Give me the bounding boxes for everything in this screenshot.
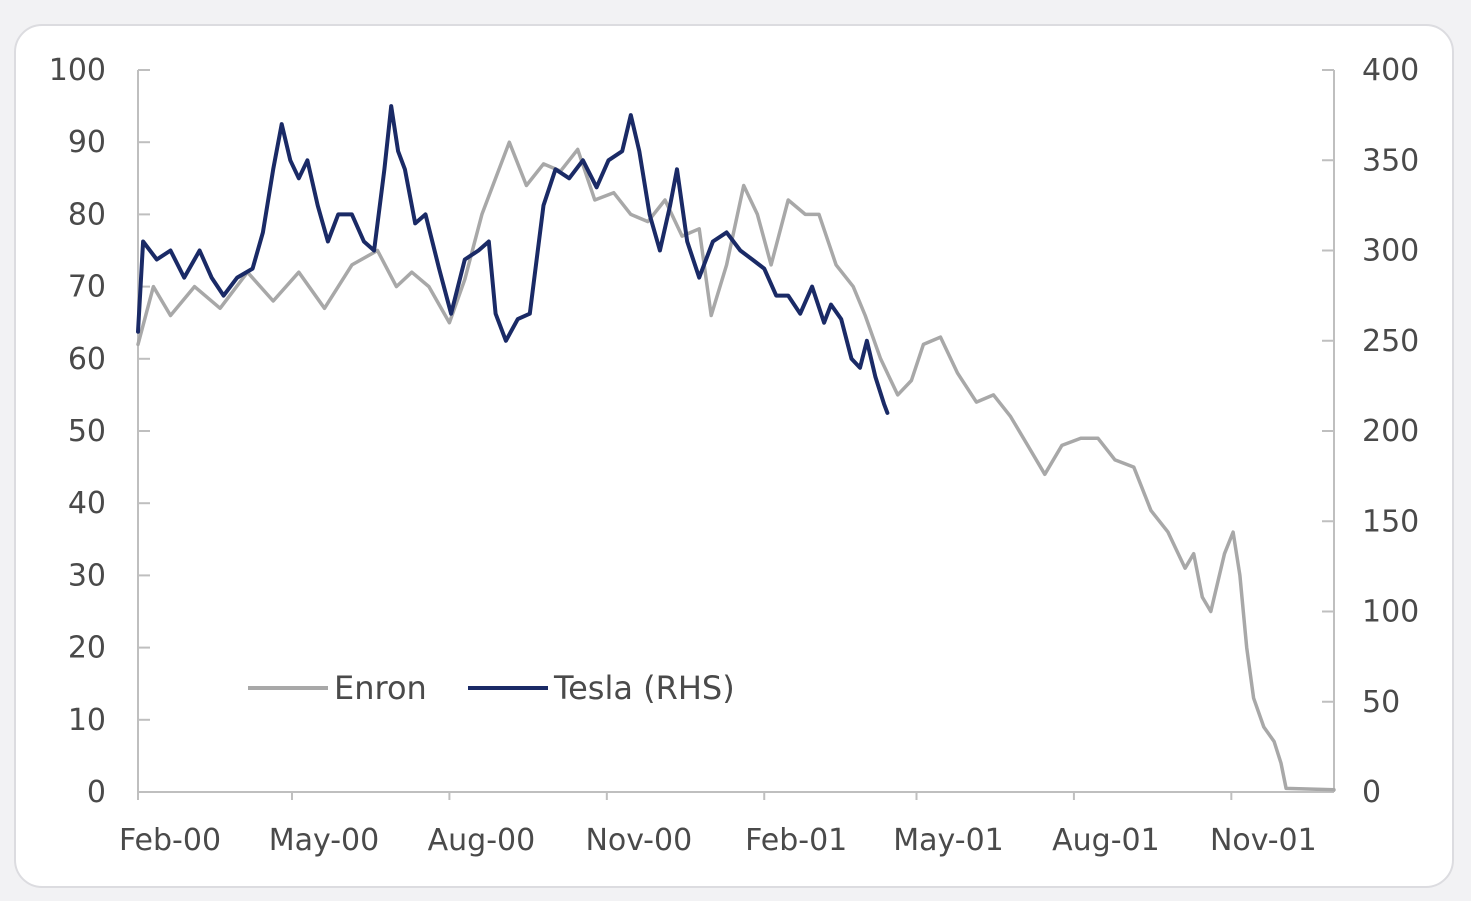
series-layer <box>136 104 1336 792</box>
left-tick-label: 60 <box>68 342 106 377</box>
left-tick-label: 10 <box>68 703 106 738</box>
x-tick-label: May-01 <box>893 823 1004 858</box>
x-tick-label: Aug-00 <box>428 823 536 858</box>
right-axis-ticks: 0 50 100 150 200 250 300 350 400 <box>1322 53 1419 810</box>
x-axis-ticks: Feb-00 May-00 Aug-00 Nov-00 Feb-01 May-01 Aug-… <box>119 792 1317 858</box>
left-tick-label: 90 <box>68 125 106 160</box>
x-tick-label: Nov-00 <box>585 823 692 858</box>
right-tick-label: 0 <box>1362 775 1381 810</box>
left-axis-ticks: 0 10 20 30 40 50 60 70 80 90 100 <box>49 53 150 810</box>
legend-label: Enron <box>334 669 427 707</box>
legend: Enron Tesla (RHS) <box>248 669 735 707</box>
chart-card: 0 10 20 30 40 50 60 70 80 90 100 0 50 100 150 200 250 30… <box>14 24 1454 888</box>
right-tick-label: 150 <box>1362 504 1419 539</box>
x-tick-label: May-00 <box>269 823 380 858</box>
right-tick-label: 50 <box>1362 685 1400 720</box>
line-chart: 0 10 20 30 40 50 60 70 80 90 100 0 50 100 150 200 250 30… <box>49 53 1420 858</box>
left-tick-label: 20 <box>68 631 106 666</box>
left-tick-label: 100 <box>49 53 106 88</box>
left-tick-label: 70 <box>68 270 106 305</box>
x-tick-label: Feb-00 <box>119 823 221 858</box>
right-tick-label: 300 <box>1362 234 1419 269</box>
series-line-enron <box>136 140 1336 792</box>
left-tick-label: 80 <box>68 197 106 232</box>
left-tick-label: 30 <box>68 558 106 593</box>
axes <box>137 70 1335 793</box>
right-tick-label: 250 <box>1362 324 1419 359</box>
x-tick-label: Nov-01 <box>1210 823 1317 858</box>
x-tick-label: Aug-01 <box>1052 823 1160 858</box>
right-tick-label: 100 <box>1362 595 1419 630</box>
right-tick-label: 200 <box>1362 414 1419 449</box>
left-tick-label: 50 <box>68 414 106 449</box>
right-tick-label: 400 <box>1362 53 1419 88</box>
right-tick-label: 350 <box>1362 143 1419 178</box>
legend-label: Tesla (RHS) <box>553 669 735 707</box>
left-tick-label: 40 <box>68 486 106 521</box>
left-tick-label: 0 <box>87 775 106 810</box>
series-line-tesla <box>136 104 890 415</box>
x-tick-label: Feb-01 <box>745 823 847 858</box>
